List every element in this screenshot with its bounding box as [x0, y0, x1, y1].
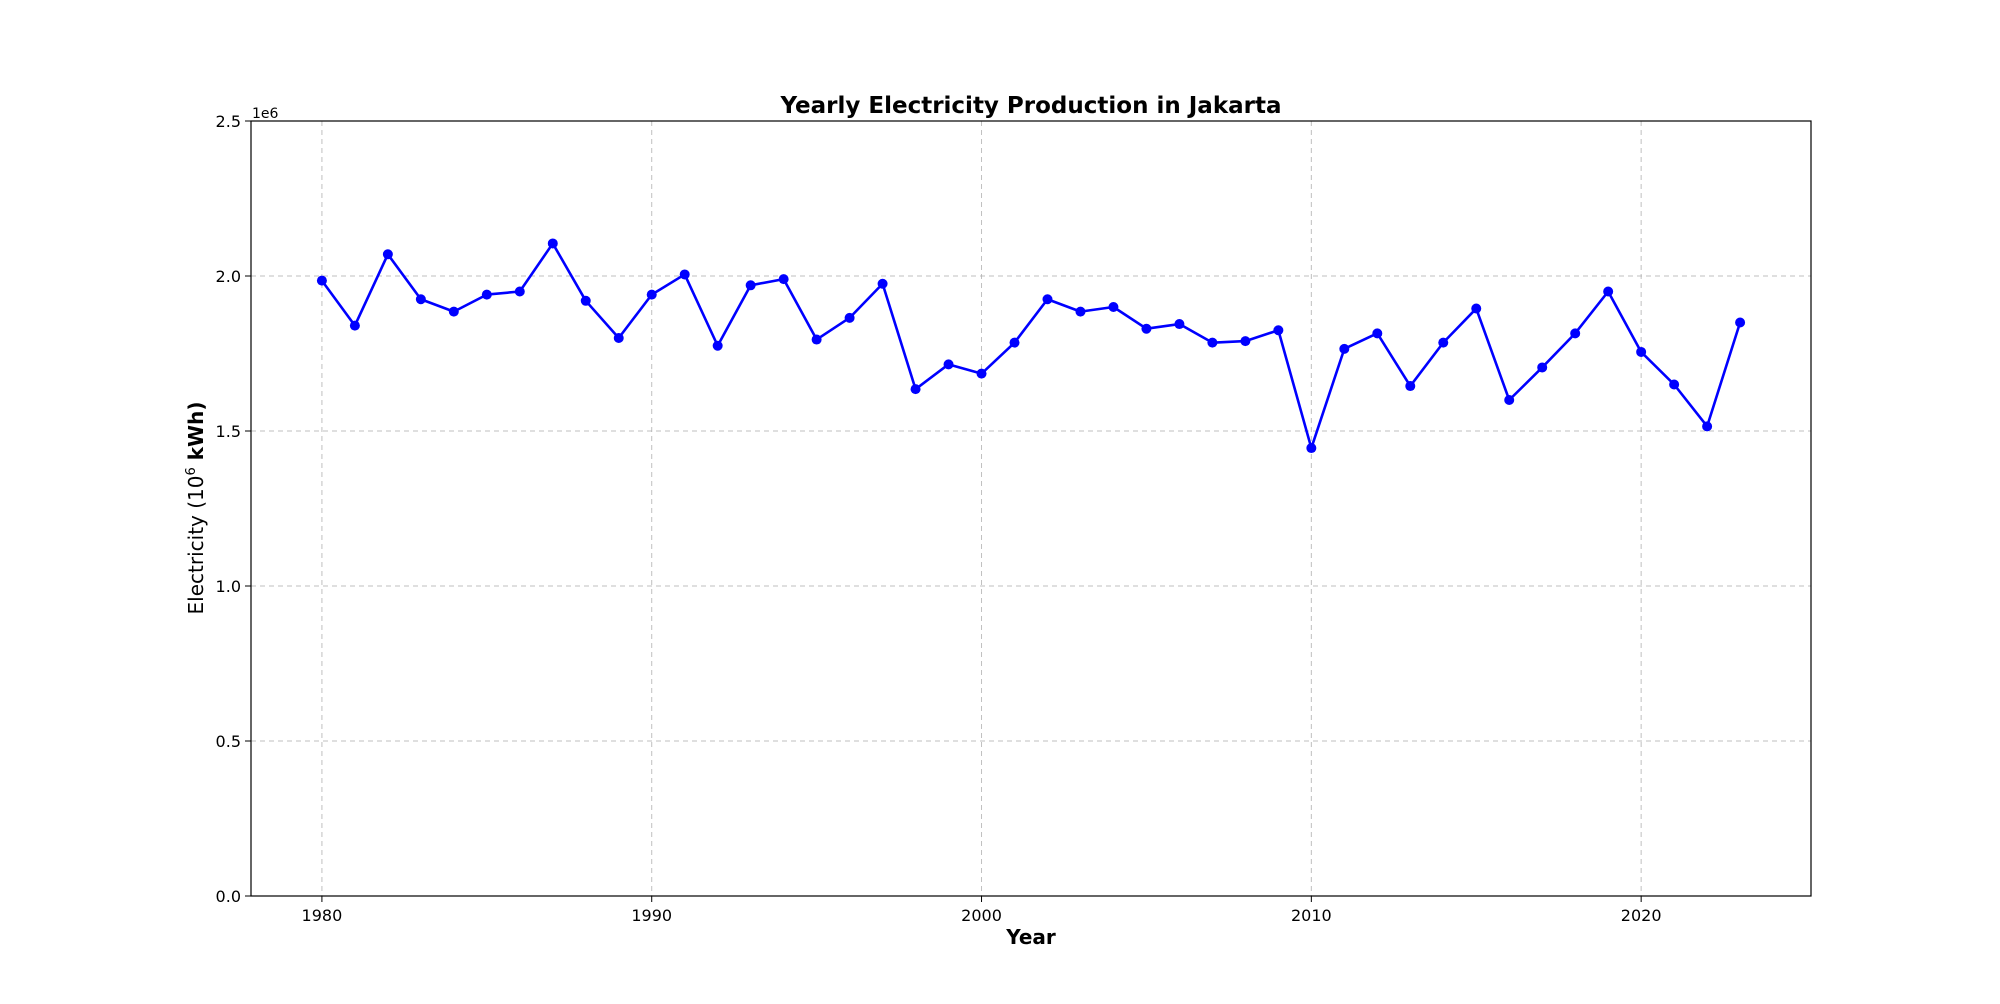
data-point — [1174, 319, 1185, 330]
data-point — [1669, 379, 1680, 390]
y-axis-ticks: 0.0 0.5 1.0 1.5 2.0 2.5 — [216, 112, 251, 906]
data-point — [679, 269, 690, 280]
data-point — [1603, 286, 1614, 297]
data-point — [646, 289, 657, 300]
y-tick-label: 2.5 — [216, 112, 241, 131]
data-point — [382, 249, 393, 260]
data-point — [745, 280, 756, 291]
x-axis-ticks: 1980 1990 2000 2010 2020 — [302, 896, 1662, 925]
y-tick-label: 1.5 — [216, 422, 241, 441]
data-point — [778, 274, 789, 285]
data-point — [1504, 395, 1515, 405]
x-axis-title: Year — [1005, 925, 1056, 949]
series-line — [320, 242, 1742, 450]
x-tick-label: 2000 — [961, 906, 1002, 925]
plot-frame — [250, 120, 1812, 897]
data-point — [316, 275, 327, 286]
data-point — [1339, 343, 1350, 354]
data-point — [910, 384, 921, 395]
grid-layer — [251, 120, 1811, 897]
data-point — [1702, 421, 1713, 432]
x-tick-label: 1990 — [631, 906, 672, 925]
data-point — [976, 368, 987, 379]
series-layer — [316, 238, 1746, 454]
data-point — [448, 306, 459, 317]
data-point — [1405, 381, 1416, 392]
data-point — [1207, 337, 1218, 348]
y-axis-offset-label: 1e6 — [252, 106, 279, 122]
y-tick-label: 1.0 — [216, 577, 241, 596]
data-point — [415, 294, 426, 305]
data-point — [1372, 328, 1383, 339]
data-point — [943, 359, 954, 370]
data-point — [1537, 362, 1548, 373]
chart-title: Yearly Electricity Production in Jakarta — [779, 93, 1281, 119]
y-axis-title-unit: kWh) — [184, 402, 208, 468]
data-point — [1141, 323, 1152, 334]
data-point — [811, 334, 822, 345]
data-point — [1009, 337, 1020, 348]
data-point — [1570, 328, 1581, 339]
y-tick-label: 2.0 — [216, 267, 241, 286]
data-point — [1438, 337, 1449, 348]
data-point — [712, 340, 723, 351]
data-point — [1306, 443, 1317, 454]
y-tick-label: 0.5 — [216, 732, 241, 751]
data-point — [844, 312, 855, 323]
data-point — [1471, 303, 1482, 314]
data-point — [1636, 346, 1647, 357]
x-tick-label: 2020 — [1621, 906, 1662, 925]
y-tick-label: 0.0 — [216, 887, 241, 906]
x-tick-label: 2010 — [1291, 906, 1332, 925]
data-point — [349, 320, 360, 331]
data-point — [1735, 317, 1746, 328]
data-point — [481, 289, 492, 300]
data-point — [1273, 325, 1284, 336]
data-point — [547, 238, 558, 249]
data-point — [1075, 306, 1086, 317]
x-tick-label: 1980 — [302, 906, 343, 925]
data-point — [613, 333, 624, 343]
data-point — [877, 278, 888, 289]
data-point — [580, 295, 591, 306]
data-point — [514, 286, 525, 297]
y-axis-title-exponent: 6 — [184, 467, 199, 475]
y-axis-title-main: Electricity (10 — [184, 476, 208, 615]
data-point — [1240, 336, 1251, 347]
data-point — [1108, 302, 1119, 312]
data-point — [1042, 294, 1053, 305]
y-axis-title: Electricity (106 kWh) — [184, 402, 208, 615]
